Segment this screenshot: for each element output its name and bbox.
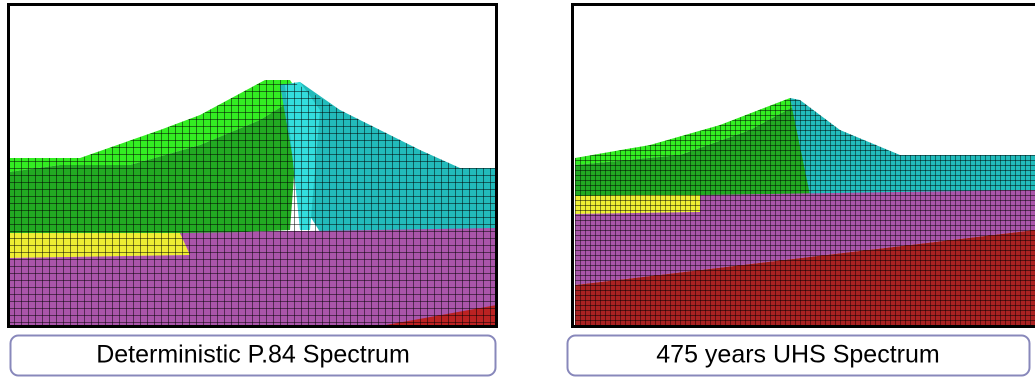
- right-caption: 475 years UHS Spectrum: [656, 341, 939, 369]
- left-caption: Deterministic P.84 Spectrum: [96, 341, 410, 369]
- figure: Deterministic P.84 Spectrum 475 years UH…: [0, 0, 1035, 381]
- page: {"panels": [{"caption": "Deterministic P…: [0, 0, 1035, 381]
- left-mesh: [9, 5, 497, 326]
- right-mesh: [573, 5, 1035, 326]
